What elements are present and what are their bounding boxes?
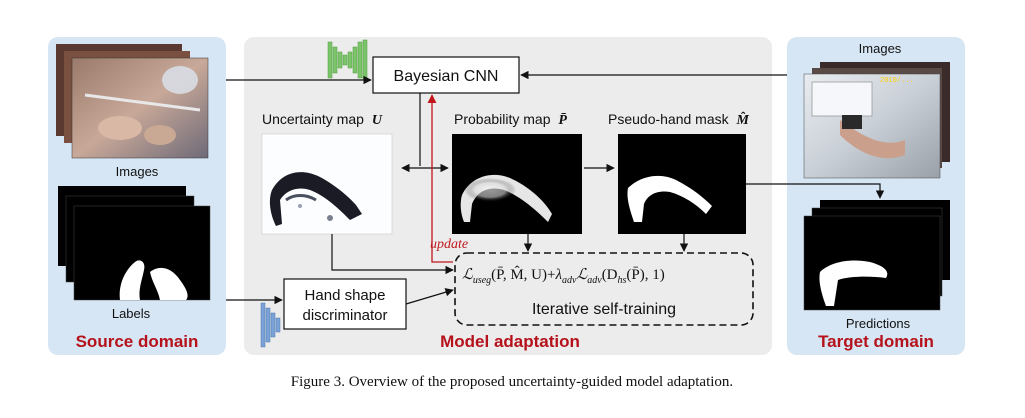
target-domain-title: Target domain bbox=[818, 332, 934, 351]
pseudo-hand-mask-image bbox=[618, 134, 746, 234]
target-predictions-stack bbox=[803, 200, 950, 311]
source-domain-title: Source domain bbox=[76, 332, 199, 351]
target-images-stack: 2010/... bbox=[803, 62, 950, 179]
bayesian-cnn-label: Bayesian CNN bbox=[394, 68, 499, 85]
discriminator-network-icon bbox=[260, 302, 281, 348]
discriminator-label-line2: discriminator bbox=[302, 307, 387, 324]
source-images-label: Images bbox=[116, 164, 159, 179]
update-label: update bbox=[430, 237, 468, 252]
hand-shape-discriminator-box bbox=[283, 278, 407, 330]
target-images-label: Images bbox=[859, 41, 902, 56]
discriminator-label-line1: Hand shape bbox=[305, 287, 386, 304]
uncertainty-map-image bbox=[261, 133, 393, 235]
arrow-update-to-cnn bbox=[427, 94, 453, 263]
probability-map-label: Probability map P̄ bbox=[454, 111, 567, 128]
svg-text:2010/...: 2010/... bbox=[880, 77, 914, 85]
iterative-self-training-label: Iterative self-training bbox=[532, 301, 676, 318]
target-predictions-label: Predictions bbox=[846, 316, 911, 331]
source-labels-stack bbox=[58, 186, 211, 301]
iterative-self-training-box bbox=[454, 252, 754, 326]
model-adaptation-title: Model adaptation bbox=[440, 332, 580, 351]
source-labels-label: Labels bbox=[112, 306, 151, 321]
cnn-network-icon bbox=[327, 39, 368, 81]
loss-formula: ℒuseg(P̄, M̂, U)+λadvℒadv(Dhs(P̄), 1) bbox=[462, 266, 665, 286]
bayesian-cnn-box bbox=[372, 56, 520, 94]
source-images-stack bbox=[56, 44, 209, 159]
figure-caption: Figure 3. Overview of the proposed uncer… bbox=[291, 374, 733, 390]
arrow-discriminator-to-loss bbox=[405, 288, 454, 305]
arrow-mask-to-predictions bbox=[746, 183, 885, 199]
uncertainty-map-label: Uncertainty map U bbox=[262, 111, 383, 128]
pseudo-hand-mask-label: Pseudo-hand mask M̂ bbox=[608, 111, 750, 128]
arrow-uncertainty-to-loss bbox=[331, 234, 454, 275]
probability-map-image bbox=[452, 134, 582, 234]
